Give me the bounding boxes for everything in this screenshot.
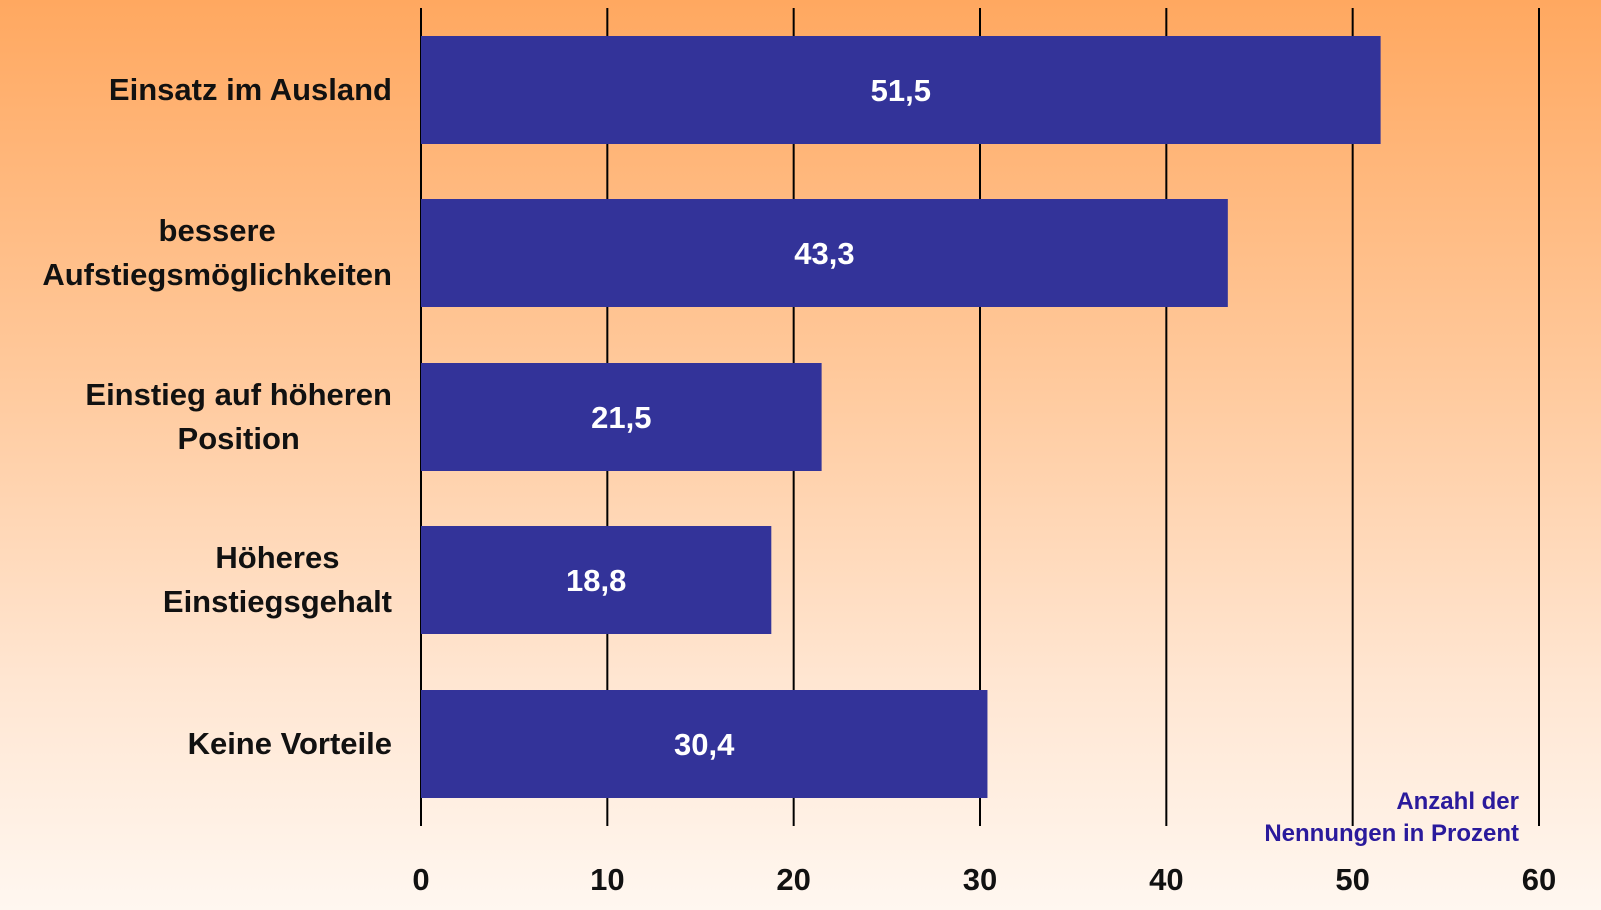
category-label-line: bessere	[158, 213, 276, 248]
category-label: Einsatz im Ausland	[109, 68, 392, 112]
x-axis-title-line-2: Nennungen in Prozent	[1264, 820, 1519, 847]
category-label-line: Einsatz im Ausland	[108, 72, 392, 107]
category-label: bessere Aufstiegsmöglichkeiten	[42, 209, 392, 297]
x-tick-label: 0	[412, 862, 429, 897]
bars: 51,5 43,3 21,5 18,8 30,4	[421, 36, 1381, 798]
x-tick-label: 60	[1522, 862, 1556, 897]
category-label-line: Einstieg auf höheren	[85, 377, 392, 412]
bar-value-label: 43,3	[794, 236, 854, 271]
x-tick-label: 30	[963, 862, 997, 897]
bar	[421, 199, 1228, 307]
category-label-line: Einstiegsgehalt	[162, 584, 392, 619]
x-tick-label: 50	[1335, 862, 1369, 897]
bar-value-label: 51,5	[871, 73, 931, 108]
x-axis-title-line-1: Anzahl der	[1396, 788, 1519, 815]
x-tick-label: 20	[776, 862, 810, 897]
x-tick-label: 10	[590, 862, 624, 897]
bar-value-label: 30,4	[674, 727, 735, 762]
category-label-line: Position	[177, 421, 300, 456]
category-label: Höheres Einstiegsgehalt	[163, 536, 392, 624]
bar	[421, 36, 1381, 144]
bar-value-label: 21,5	[591, 400, 651, 435]
bar	[421, 526, 772, 634]
x-tick-labels: 0 10 20 30 40 50 60	[412, 862, 1556, 897]
category-label-line: Aufstiegsmöglichkeiten	[42, 257, 392, 292]
bar	[421, 363, 822, 471]
category-label-line: Keine Vorteile	[187, 726, 392, 761]
category-label: Einstieg auf höheren Position	[85, 373, 392, 461]
x-tick-label: 40	[1149, 862, 1183, 897]
category-label-line: Höheres	[215, 540, 340, 575]
bar	[421, 690, 988, 798]
bar-value-label: 18,8	[566, 563, 626, 598]
x-axis-title: Anzahl der Nennungen in Prozent	[1264, 786, 1519, 850]
category-label: Keine Vorteile	[188, 722, 392, 766]
